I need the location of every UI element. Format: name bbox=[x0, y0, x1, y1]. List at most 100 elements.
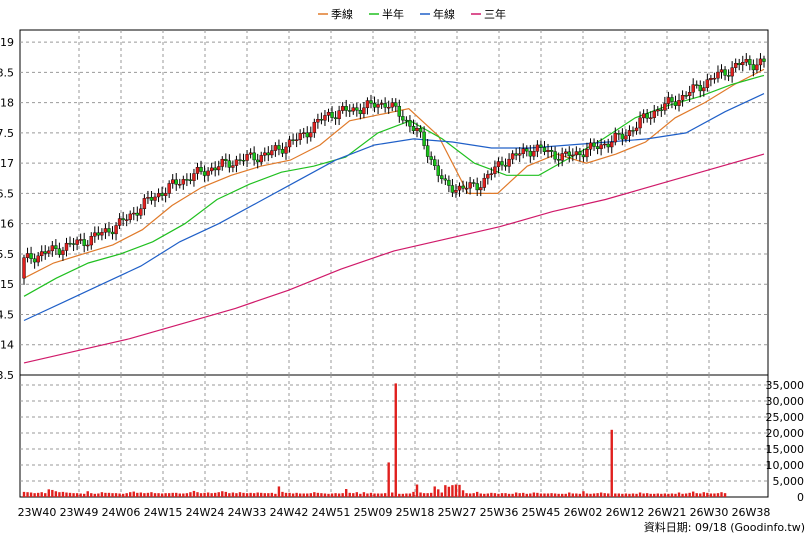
volume-bar bbox=[525, 493, 528, 497]
candle-body bbox=[181, 179, 186, 185]
candle-body bbox=[185, 179, 189, 181]
x-tick-label: 24W51 bbox=[312, 506, 351, 519]
volume-bar bbox=[422, 493, 426, 497]
volume-bar bbox=[642, 493, 645, 497]
candle-body bbox=[199, 167, 203, 172]
candle-body bbox=[574, 151, 579, 156]
volume-bar bbox=[617, 493, 621, 497]
candle-body bbox=[171, 179, 175, 184]
candle-body bbox=[192, 173, 196, 181]
volume-gridlines bbox=[20, 375, 768, 497]
volume-bar bbox=[277, 486, 281, 497]
volume-bar bbox=[93, 493, 97, 497]
candle-body bbox=[358, 109, 363, 115]
volume-bar bbox=[476, 491, 479, 497]
volume-bar bbox=[635, 493, 638, 497]
candle-body bbox=[500, 161, 504, 166]
candle-body bbox=[348, 110, 352, 112]
candle-body bbox=[532, 151, 536, 157]
y-tick-label: 18.5 bbox=[0, 66, 14, 79]
volume-bar bbox=[228, 493, 231, 497]
candle-body bbox=[291, 139, 295, 141]
candle-body bbox=[309, 132, 313, 138]
moving-average-lines bbox=[23, 68, 765, 364]
candle-body bbox=[588, 142, 593, 150]
candle-body bbox=[294, 139, 299, 141]
candle-body bbox=[362, 107, 366, 115]
candle-body bbox=[86, 244, 90, 247]
candle-body bbox=[383, 103, 387, 108]
volume-bar bbox=[458, 484, 461, 497]
candle-body bbox=[411, 125, 416, 132]
volume-bar bbox=[723, 493, 727, 497]
volume-bar bbox=[337, 493, 341, 497]
candle-body bbox=[631, 130, 635, 132]
candle-body bbox=[188, 179, 193, 181]
volume-bar bbox=[702, 492, 706, 497]
volume-bar bbox=[607, 493, 610, 497]
volume-bar bbox=[330, 493, 334, 497]
candle-body bbox=[323, 115, 327, 121]
candle-body bbox=[248, 152, 253, 155]
candle-body bbox=[507, 158, 511, 167]
candle-body bbox=[670, 97, 674, 102]
candle-body bbox=[620, 133, 625, 140]
volume-bar bbox=[40, 492, 43, 497]
volume-bar bbox=[610, 429, 613, 497]
candle-body bbox=[578, 151, 582, 156]
candle-body bbox=[677, 100, 681, 106]
volume-bar bbox=[444, 485, 447, 497]
candle-body bbox=[673, 101, 678, 106]
candle-body bbox=[645, 113, 649, 119]
volume-bar bbox=[100, 492, 104, 497]
volume-bar bbox=[412, 491, 415, 497]
candle-body bbox=[758, 58, 763, 66]
candle-body bbox=[425, 145, 430, 157]
candle-body bbox=[422, 131, 426, 146]
volume-bar bbox=[132, 491, 135, 497]
price-gridlines bbox=[20, 30, 768, 375]
volume-bar bbox=[614, 493, 617, 497]
x-tick-label: 25W27 bbox=[438, 506, 477, 519]
candle-body bbox=[298, 133, 302, 140]
volume-bar bbox=[653, 493, 656, 497]
candle-body bbox=[726, 75, 731, 77]
volume-bar bbox=[167, 493, 171, 497]
y-tick-label: 16.5 bbox=[0, 187, 14, 200]
candle-body bbox=[178, 183, 182, 186]
volume-bar bbox=[29, 492, 33, 497]
volume-bar bbox=[61, 491, 65, 497]
volume-bar bbox=[313, 492, 316, 497]
volume-bar bbox=[539, 493, 543, 497]
candle-body bbox=[571, 154, 575, 157]
candle-body bbox=[224, 158, 228, 161]
volume-bar bbox=[341, 493, 344, 497]
volume-bar bbox=[58, 492, 61, 497]
volume-bar bbox=[507, 493, 511, 497]
candle-body bbox=[539, 144, 543, 148]
volume-bar bbox=[660, 493, 663, 497]
candle-body bbox=[429, 156, 433, 160]
candle-body bbox=[114, 225, 118, 235]
volume-bar bbox=[267, 493, 270, 497]
volume-bar bbox=[203, 492, 206, 497]
candle-body bbox=[709, 78, 713, 80]
candle-body bbox=[744, 59, 748, 63]
candle-body bbox=[401, 116, 405, 121]
volume-bar bbox=[497, 493, 500, 497]
candle-body bbox=[100, 232, 104, 236]
volume-bar bbox=[111, 493, 114, 497]
candle-body bbox=[29, 253, 33, 259]
volume-tick-label: 0 bbox=[797, 491, 804, 504]
volume-bar bbox=[522, 492, 525, 497]
candle-body bbox=[680, 95, 685, 101]
candle-body bbox=[25, 253, 30, 258]
candle-body bbox=[365, 100, 370, 109]
volume-bar bbox=[589, 493, 592, 497]
x-tick-label: 24W15 bbox=[144, 506, 183, 519]
candle-body bbox=[468, 182, 472, 189]
candle-body bbox=[369, 100, 373, 104]
volume-bar bbox=[107, 492, 111, 497]
candle-body bbox=[464, 187, 469, 190]
candle-body bbox=[245, 154, 249, 161]
